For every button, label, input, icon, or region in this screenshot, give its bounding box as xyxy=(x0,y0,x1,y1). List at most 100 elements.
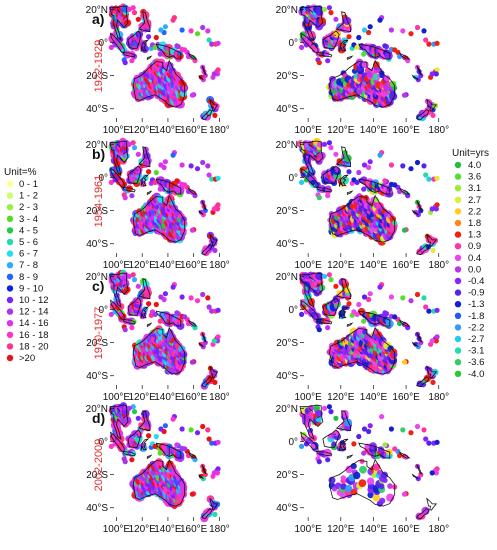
legend-swatch xyxy=(6,180,14,188)
legend-swatch xyxy=(6,320,14,327)
lat-tick-label: 0° xyxy=(288,305,298,316)
lon-tick-label: 180° xyxy=(209,260,230,271)
legend-title: Unit=yrs xyxy=(452,148,489,159)
legend-swatch xyxy=(6,192,14,199)
legend-swatch xyxy=(454,185,462,192)
lat-tick-label: 0° xyxy=(98,437,108,448)
lon-tick-label: 120°E xyxy=(327,260,355,271)
lon-tick-label: 160°E xyxy=(180,260,208,271)
legend-swatch xyxy=(454,301,462,308)
legend-label: 5 - 6 xyxy=(19,237,38,248)
lat-tick-label: 40°S xyxy=(86,239,108,250)
lon-tick-label: 120°E xyxy=(129,392,157,403)
legend-swatch xyxy=(454,266,462,273)
legend-swatch xyxy=(454,312,462,319)
lat-tick-label: 20°N xyxy=(86,272,108,283)
lon-tick-label: 100°E xyxy=(103,260,131,271)
lon-tick-label: 140°E xyxy=(360,392,388,403)
legend-label: -0.4 xyxy=(468,276,484,287)
period-labels: 1922-1929 1954-1961 1970-1977 2002-2009 xyxy=(93,40,105,492)
lat-tick-label: 20°N xyxy=(86,5,108,16)
lat-tick-label: 40°S xyxy=(86,503,108,514)
years-map-1: 20°N 0° 20°S 40°S 100°E 120°E 140°E 160°E 180° xyxy=(276,4,449,136)
lat-tick-label: 20°N xyxy=(86,140,108,151)
lat-tick-label: 40°S xyxy=(86,104,108,115)
lat-tick-label: 20°S xyxy=(276,206,298,217)
legend-swatch xyxy=(454,196,462,203)
period-label: 2002-2009 xyxy=(93,439,105,492)
legend-label: 3.1 xyxy=(468,183,481,194)
lat-tick-label: 0° xyxy=(98,38,108,49)
legend-label: -1.8 xyxy=(468,311,484,322)
legend-swatch xyxy=(454,277,462,285)
legend-label: -3.6 xyxy=(468,357,484,368)
lon-tick-label: 160°E xyxy=(392,392,420,403)
legend-label: 4 - 5 xyxy=(19,225,38,236)
lon-tick-label: 160°E xyxy=(392,524,420,535)
legend-label: 0.9 xyxy=(468,241,481,252)
panel-label: d) xyxy=(92,410,105,426)
lat-tick-label: 0° xyxy=(98,173,108,184)
lat-tick-label: 20°S xyxy=(276,338,298,349)
lat-tick-label: 40°S xyxy=(276,239,298,250)
lon-tick-label: 140°E xyxy=(154,392,182,403)
period-label: 1954-1961 xyxy=(93,175,105,228)
legend-swatch xyxy=(6,204,14,211)
legend-swatch xyxy=(454,161,462,169)
legend-swatch xyxy=(6,285,14,292)
legend-label: 1.8 xyxy=(468,218,481,229)
legend-label: -2.2 xyxy=(468,322,484,333)
legend-swatch xyxy=(454,359,462,366)
lon-tick-label: 180° xyxy=(428,260,449,271)
lon-tick-label: 180° xyxy=(428,125,449,136)
lon-tick-label: 100°E xyxy=(294,524,322,535)
legend-label: 1 - 2 xyxy=(19,191,38,202)
lat-tick-label: 0° xyxy=(98,305,108,316)
lat-tick-label: 20°S xyxy=(86,71,108,82)
lon-tick-label: 120°E xyxy=(129,125,157,136)
lat-tick-label: 20°S xyxy=(86,206,108,217)
lat-tick-label: 20°N xyxy=(86,404,108,415)
lat-tick-label: 0° xyxy=(288,38,298,49)
lon-tick-label: 180° xyxy=(209,392,230,403)
legend-swatch xyxy=(454,370,462,377)
legend-swatch xyxy=(6,273,14,280)
legend-label: 0.4 xyxy=(468,253,481,264)
legend-label: 0 - 1 xyxy=(19,179,38,190)
legend-label: 4.0 xyxy=(468,160,481,171)
period-label: 1970-1977 xyxy=(93,307,105,360)
lat-tick-label: 20°S xyxy=(86,338,108,349)
legend-label: 9 - 10 xyxy=(19,283,43,294)
legend-label: 12 - 14 xyxy=(19,307,49,318)
legend-swatch xyxy=(6,262,14,269)
legend-swatch xyxy=(6,296,14,304)
panel-label: a) xyxy=(92,11,104,27)
legend-label: 2 - 3 xyxy=(19,202,38,213)
lon-tick-label: 100°E xyxy=(294,392,322,403)
lat-tick-label: 20°S xyxy=(276,470,298,481)
lon-tick-label: 160°E xyxy=(392,260,420,271)
lon-tick-label: 100°E xyxy=(294,260,322,271)
lat-tick-label: 20°N xyxy=(276,404,298,415)
legend-label: -3.1 xyxy=(468,346,484,357)
lon-tick-label: 140°E xyxy=(360,524,388,535)
legend-swatch xyxy=(454,243,462,250)
lat-tick-label: 40°S xyxy=(276,503,298,514)
years-legend: Unit=yrs4.03.63.12.72.21.81.30.90.40.0-0… xyxy=(452,148,489,380)
legend-swatch xyxy=(6,238,14,246)
lon-tick-label: 140°E xyxy=(154,260,182,271)
years-map-2: 20°N 0° 20°S 40°S 100°E 120°E 140°E 160°E 180° xyxy=(276,137,449,271)
lon-tick-label: 100°E xyxy=(103,524,131,535)
lon-tick-label: 140°E xyxy=(154,125,182,136)
legend-label: -0.9 xyxy=(468,288,484,299)
legend-swatch xyxy=(6,215,14,222)
lat-tick-label: 40°S xyxy=(276,371,298,382)
years-map-4: 20°N 0° 20°S 40°S 100°E 120°E 140°E 160°E 180° xyxy=(276,404,449,535)
legend-swatch xyxy=(454,254,462,261)
legend-swatch xyxy=(6,354,14,362)
panel-label: c) xyxy=(92,278,104,294)
lat-tick-label: 20°N xyxy=(276,272,298,283)
